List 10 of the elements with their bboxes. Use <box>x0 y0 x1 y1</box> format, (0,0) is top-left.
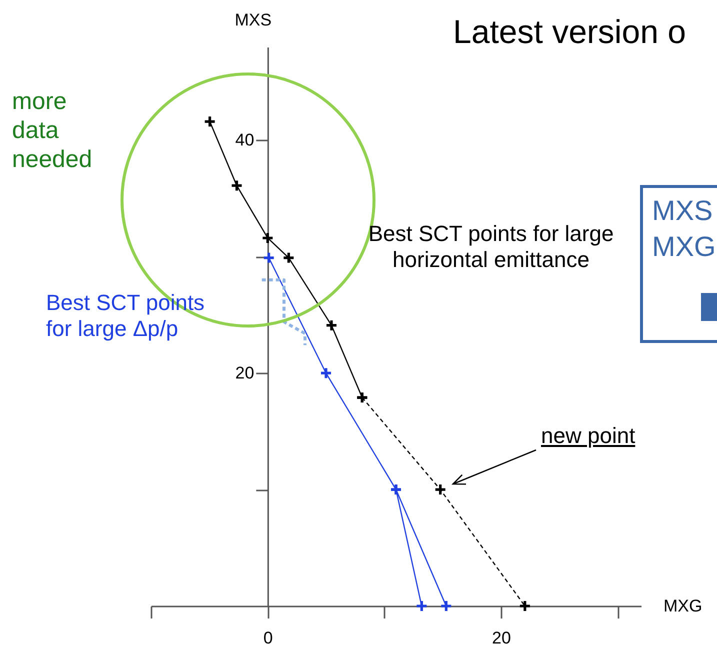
y-tick-label: 40 <box>235 130 254 150</box>
text: MXS <box>652 194 713 228</box>
text: MXG <box>652 230 716 264</box>
annotation: Best SCT points for large horizontal emittance <box>367 221 615 274</box>
text: more data needed <box>12 88 94 174</box>
chart-title: Latest version o <box>453 12 686 52</box>
annotation: new point <box>541 423 636 450</box>
x-tick-label: 0 <box>263 628 273 648</box>
y-axis-title: MXS <box>234 10 272 30</box>
x-axis-title: MXG <box>664 596 702 616</box>
